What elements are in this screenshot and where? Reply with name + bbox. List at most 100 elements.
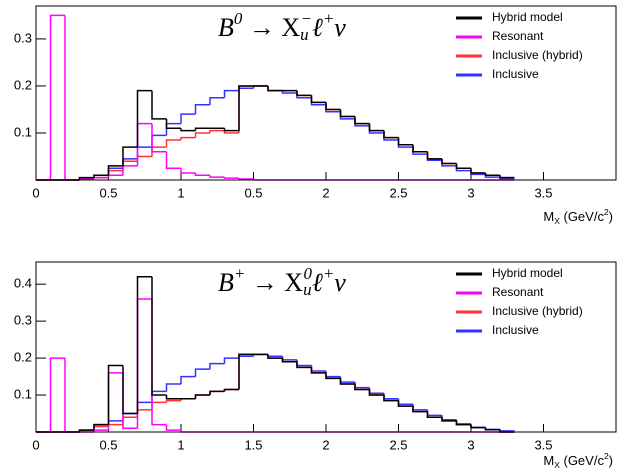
x-tick-label: 2 [322, 437, 329, 452]
title-part: ν [334, 13, 346, 42]
histogram-bin [383, 395, 399, 402]
x-tick-label: 0 [32, 185, 39, 200]
histogram-bin [267, 354, 283, 359]
histogram-bin [151, 134, 167, 148]
histogram-bin [368, 123, 384, 132]
x-tick-label: 1.5 [244, 437, 262, 452]
title-part: − [301, 9, 312, 28]
title-part: + [234, 264, 245, 283]
histogram-bin [136, 155, 152, 162]
chart-title: B+ → Xu0ℓ+ν [218, 264, 346, 299]
histogram-bin [223, 357, 239, 364]
histogram-bin [136, 409, 152, 418]
histogram-bin [238, 353, 254, 390]
histogram-bin [107, 167, 123, 176]
legend-label: Inclusive (hybrid) [492, 304, 583, 318]
histogram-bin [194, 127, 210, 131]
xlabel-part: X [554, 216, 560, 226]
legend-label: Inclusive (hybrid) [492, 48, 583, 62]
x-tick-label: 1 [177, 437, 184, 452]
histogram-bin [455, 420, 471, 426]
histogram-bin [238, 85, 254, 131]
histogram-bin [151, 90, 167, 120]
title-part: 0 [234, 9, 243, 28]
histogram-bin [354, 383, 370, 391]
xlabel-part: 2 [604, 451, 609, 461]
histogram-bin [180, 136, 196, 141]
histogram-bin [426, 409, 442, 417]
histogram-bin [397, 140, 413, 148]
y-tick-label: 0.1 [14, 386, 32, 401]
histogram-bin [412, 406, 428, 413]
y-tick-label: 0.4 [14, 276, 32, 291]
histogram-bin [470, 168, 486, 174]
histogram-bin [151, 390, 167, 403]
x-tick-label: 3.5 [534, 185, 552, 200]
histogram-bin [281, 358, 297, 363]
histogram-bin [296, 361, 312, 369]
legend-label: Inclusive [492, 323, 539, 337]
histogram-bin [310, 95, 326, 104]
title-part: ℓ [312, 13, 323, 42]
histogram-bin [49, 14, 65, 180]
histogram-bin [107, 169, 123, 178]
histogram-bin [426, 411, 442, 418]
plot-frame [35, 5, 617, 181]
histogram-bin [354, 383, 370, 391]
legend-label: Inclusive [492, 67, 539, 81]
histogram-bin [180, 128, 196, 132]
x-tick-label: 0.5 [99, 185, 117, 200]
xlabel-part: (GeV/c [560, 453, 605, 468]
histogram-bin [397, 137, 413, 146]
histogram-bin [122, 165, 138, 176]
plot-frame [35, 261, 617, 433]
histogram-bin [238, 355, 254, 359]
histogram-bin [122, 372, 138, 430]
x-tick-label: 3 [467, 185, 474, 200]
histogram-bin [238, 87, 254, 91]
histogram-bin [180, 113, 196, 124]
histogram-bin [93, 423, 109, 431]
histogram-bin [426, 151, 442, 160]
histogram-bin [426, 411, 442, 418]
histogram-bin [354, 116, 370, 125]
histogram-bin [107, 165, 123, 176]
histogram-bin [325, 102, 341, 111]
histogram-bin [165, 399, 181, 403]
histogram-bin [354, 382, 370, 389]
histogram-bin [107, 423, 123, 427]
histogram-bin [136, 122, 152, 166]
histogram-bin [441, 158, 457, 165]
histogram-bin [397, 400, 413, 407]
title-part: u [303, 280, 311, 299]
histogram-bin [310, 95, 326, 104]
histogram-bin [310, 367, 326, 374]
x-tick-label: 0.5 [99, 437, 117, 452]
histogram-bin [484, 427, 500, 431]
histogram-bin [325, 371, 341, 378]
histogram-bin [165, 424, 181, 431]
histogram-bin [267, 85, 283, 92]
histogram-bin [64, 358, 80, 433]
histogram-bin [354, 116, 370, 125]
xlabel-part: M [543, 209, 554, 224]
x-tick-label: 1 [177, 185, 184, 200]
histogram-bin [209, 175, 225, 178]
histogram-bin [209, 96, 225, 105]
histogram-bin [412, 147, 428, 155]
histogram-bin [238, 353, 254, 390]
histogram-bin [397, 400, 413, 407]
histogram-bin [426, 151, 442, 160]
title-part: 0 [304, 264, 313, 283]
histogram-bin [296, 361, 312, 369]
histogram-bin [310, 97, 326, 106]
histogram-bin [93, 176, 109, 180]
histogram-bin [281, 90, 297, 94]
histogram-bin [339, 111, 355, 120]
histogram-bin [180, 168, 196, 174]
y-tick-label: 0.2 [14, 77, 32, 92]
histogram-bin [107, 174, 123, 178]
histogram-bin [383, 132, 399, 141]
histogram-bin [412, 144, 428, 153]
histogram-bin [238, 178, 254, 180]
